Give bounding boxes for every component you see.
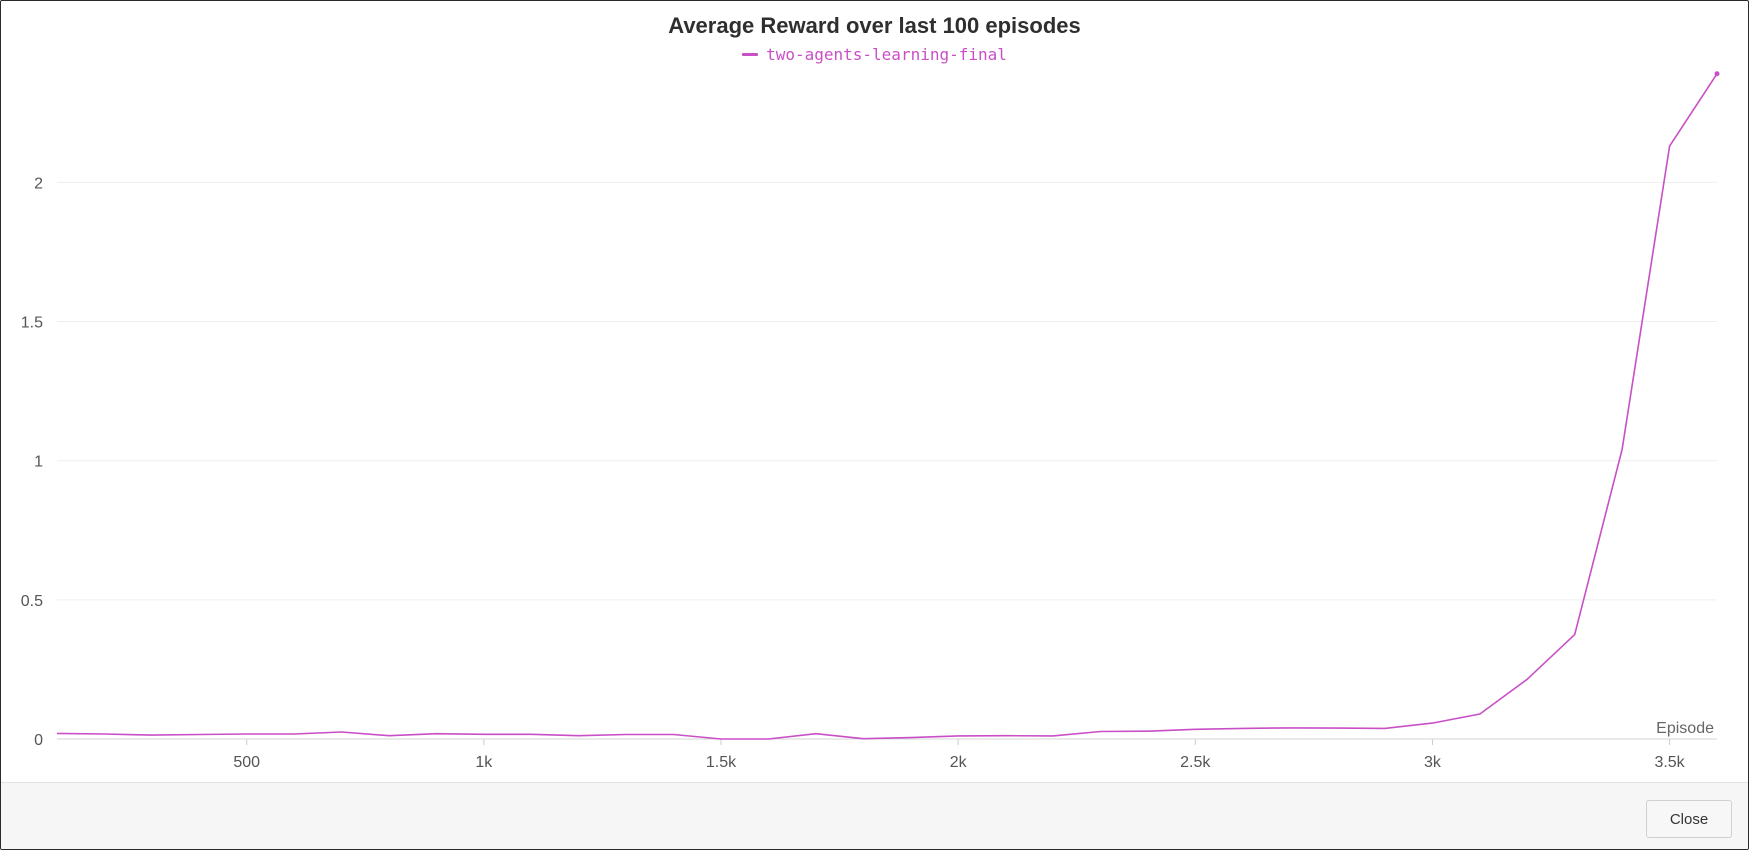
x-tick-label: 1k xyxy=(475,754,493,771)
legend-swatch xyxy=(742,53,759,56)
y-tick-label: 0 xyxy=(34,732,43,749)
legend-label: two-agents-learning-final xyxy=(766,45,1007,64)
x-tick-label: 500 xyxy=(233,754,260,771)
chart-panel: Average Reward over last 100 episodes tw… xyxy=(1,1,1748,781)
series-end-point xyxy=(1714,71,1720,77)
x-tick-label: 1.5k xyxy=(706,754,737,771)
series-line xyxy=(56,73,1718,740)
legend: two-agents-learning-final xyxy=(1,45,1748,64)
x-tick-label: 3.5k xyxy=(1654,754,1685,771)
close-button[interactable]: Close xyxy=(1646,800,1732,838)
x-tick-label: 2k xyxy=(950,754,968,771)
line-chart: 0 0.5 1 1.5 2 500 1k 1.5k 2k 2.5k 3k 3.5k Episode xyxy=(21,71,1720,771)
x-tick-label: 3k xyxy=(1424,754,1442,771)
chart-title: Average Reward over last 100 episodes xyxy=(668,13,1081,38)
y-tick-label: 1.5 xyxy=(21,315,43,332)
grid-layer xyxy=(57,181,1717,601)
series-layer xyxy=(56,71,1720,740)
y-tick-label: 0.5 xyxy=(21,593,43,610)
y-tick-label: 2 xyxy=(34,175,43,192)
x-tick-label: 2.5k xyxy=(1180,754,1211,771)
modal-footer: Close xyxy=(1,782,1748,849)
x-axis-title: Episode xyxy=(1656,720,1714,737)
axis-layer: 0 0.5 1 1.5 2 500 1k 1.5k 2k 2.5k 3k 3.5k xyxy=(21,175,1717,771)
y-tick-label: 1 xyxy=(34,454,43,471)
